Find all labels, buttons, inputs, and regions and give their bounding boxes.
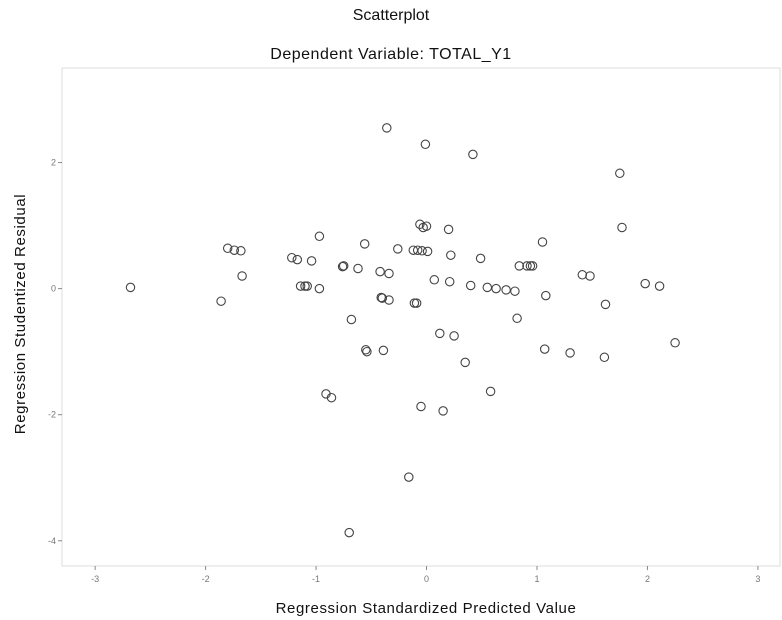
scatter-point <box>216 296 226 306</box>
scatter-point <box>404 472 414 482</box>
scatter-point <box>485 386 496 397</box>
scatter-point <box>393 244 403 254</box>
scatter-point <box>415 219 425 230</box>
scatter-point <box>337 261 348 272</box>
y-tick-label: 0 <box>51 284 56 294</box>
scatter-point <box>412 245 423 255</box>
chart-title: Scatterplot <box>352 7 430 24</box>
scatter-point <box>292 254 303 265</box>
scatter-point <box>422 246 433 257</box>
x-tick-label: 1 <box>534 574 539 584</box>
scatter-point <box>585 271 595 281</box>
x-axis-ticks: -3 -2 -1 0 1 2 3 <box>91 566 760 584</box>
scatter-point <box>510 286 520 296</box>
x-tick-label: -3 <box>91 574 99 584</box>
x-tick-label: 3 <box>755 574 760 584</box>
scatter-point <box>344 527 354 538</box>
scatter-point <box>522 261 532 271</box>
scatter-point <box>514 261 525 271</box>
scatter-point <box>429 275 440 285</box>
scatter-point <box>361 345 371 355</box>
scatter-point <box>577 270 588 280</box>
scatter-point <box>541 290 551 301</box>
scatter-point <box>306 256 317 266</box>
scatter-point <box>302 281 312 291</box>
scatter-point <box>384 268 394 279</box>
scatter-point <box>599 352 610 363</box>
scatter-point <box>417 246 427 256</box>
chart-subtitle: Dependent Variable: TOTAL_Y1 <box>270 46 512 63</box>
scatter-point <box>617 222 627 233</box>
scatter-point <box>125 282 136 293</box>
scatter-point <box>443 224 454 235</box>
scatter-point <box>501 285 511 295</box>
y-axis-title: Regression Studentized Residual <box>12 194 29 434</box>
scatter-point <box>416 401 426 412</box>
scatter-point <box>411 298 422 308</box>
scatter-point <box>338 261 349 271</box>
scatter-point <box>438 406 448 416</box>
y-tick-label: -4 <box>48 536 56 546</box>
scatter-point <box>465 280 476 291</box>
y-tick-label: 2 <box>51 158 56 168</box>
x-axis-title: Regression Standardized Predicted Value <box>276 600 577 617</box>
scatter-point <box>229 245 240 255</box>
scatter-point <box>527 261 538 271</box>
y-axis-ticks: -4 -2 0 2 <box>48 158 62 546</box>
scatter-point <box>539 344 550 354</box>
scatter-point <box>326 392 337 403</box>
scatter-point <box>295 281 306 291</box>
scatter-point <box>444 276 455 287</box>
scatter-point <box>420 139 431 150</box>
scatter-point <box>640 278 650 289</box>
scatter-point <box>236 246 246 256</box>
x-tick-label: 0 <box>424 574 429 584</box>
scatter-point <box>287 252 297 263</box>
x-tick-label: 2 <box>645 574 650 584</box>
scatter-point <box>468 149 478 160</box>
scatter-point <box>421 221 432 231</box>
scatter-point <box>446 250 456 260</box>
y-tick-label: -2 <box>48 410 56 420</box>
scatter-point <box>512 313 522 324</box>
scatter-point <box>537 237 548 247</box>
scatter-point <box>615 168 625 179</box>
scatter-point <box>362 346 372 357</box>
scatter-point <box>449 331 459 341</box>
plot-frame <box>61 67 781 567</box>
scatter-point <box>314 231 325 242</box>
scatter-point <box>475 253 486 264</box>
scatter-point <box>375 266 385 277</box>
scatter-point <box>378 345 389 356</box>
scatter-point <box>382 123 392 133</box>
scatter-point <box>359 239 370 249</box>
scatter-point <box>600 299 611 310</box>
scatter-point <box>314 283 325 294</box>
scatter-points <box>125 123 680 538</box>
scatter-point <box>384 295 394 305</box>
scatter-point <box>565 348 575 358</box>
scatter-point <box>377 293 388 303</box>
x-tick-label: -1 <box>312 574 320 584</box>
scatter-point <box>491 283 501 294</box>
scatter-point <box>654 281 665 291</box>
scatter-point <box>237 271 247 281</box>
x-tick-label: -2 <box>202 574 210 584</box>
scatter-point <box>670 338 680 348</box>
scatter-point <box>460 357 470 368</box>
scatter-point <box>482 282 493 293</box>
scatter-point <box>346 314 357 325</box>
scatter-point <box>353 263 363 274</box>
scatter-point <box>435 328 445 339</box>
scatter-point <box>222 243 233 254</box>
